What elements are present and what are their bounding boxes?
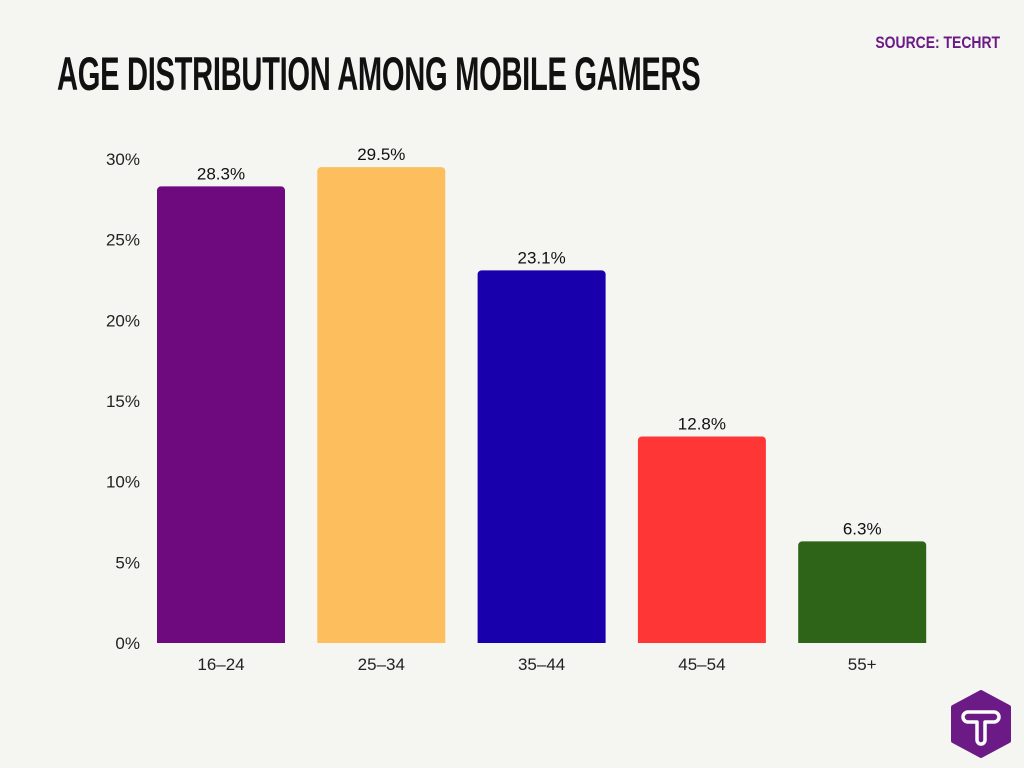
bar-25–34 bbox=[317, 167, 446, 644]
x-tick-label: 45–54 bbox=[678, 655, 725, 674]
y-tick-label: 20% bbox=[106, 311, 140, 330]
y-tick-label: 15% bbox=[106, 392, 140, 411]
y-tick-label: 25% bbox=[106, 231, 140, 250]
x-tick-label: 55+ bbox=[848, 655, 877, 674]
data-label: 29.5% bbox=[357, 145, 405, 164]
source-label: SOURCE: TECHRT bbox=[875, 33, 1000, 52]
x-tick-label: 35–44 bbox=[518, 655, 565, 674]
y-tick-label: 5% bbox=[115, 553, 140, 572]
y-tick-label: 30% bbox=[106, 150, 140, 169]
data-label: 23.1% bbox=[517, 248, 565, 267]
techrt-logo-icon bbox=[951, 690, 1011, 758]
data-label: 6.3% bbox=[843, 519, 882, 538]
data-label: 28.3% bbox=[197, 164, 245, 183]
bar-16–24 bbox=[157, 186, 285, 643]
bar-35–44 bbox=[477, 270, 606, 643]
data-label: 12.8% bbox=[678, 414, 726, 433]
y-tick-label: 0% bbox=[115, 634, 140, 653]
bar-55+ bbox=[798, 541, 927, 643]
y-tick-label: 10% bbox=[106, 473, 140, 492]
x-tick-label: 25–34 bbox=[358, 655, 405, 674]
chart-title: AGE DISTRIBUTION AMONG MOBILE GAMERS bbox=[57, 47, 701, 100]
bar-45–54 bbox=[637, 436, 766, 643]
x-tick-label: 16–24 bbox=[197, 655, 244, 674]
